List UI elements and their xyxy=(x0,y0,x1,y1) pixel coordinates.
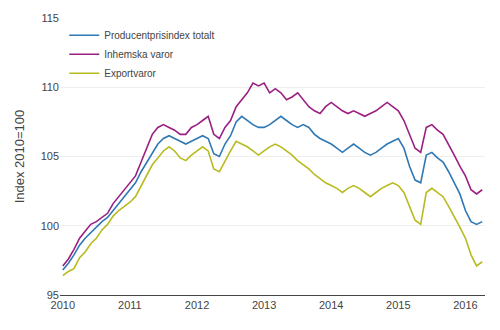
svg-text:2014: 2014 xyxy=(319,299,343,311)
svg-text:95: 95 xyxy=(47,289,59,301)
svg-text:100: 100 xyxy=(41,220,59,232)
svg-text:Index 2010=100: Index 2010=100 xyxy=(12,110,27,204)
svg-text:Producentprisindex totalt: Producentprisindex totalt xyxy=(104,30,214,41)
svg-text:2011: 2011 xyxy=(118,299,142,311)
svg-text:110: 110 xyxy=(41,81,59,93)
svg-text:2010: 2010 xyxy=(51,299,75,311)
svg-text:2016: 2016 xyxy=(453,299,477,311)
svg-text:2015: 2015 xyxy=(386,299,410,311)
svg-text:105: 105 xyxy=(41,150,59,162)
svg-text:2013: 2013 xyxy=(252,299,276,311)
svg-text:115: 115 xyxy=(41,12,59,24)
svg-text:Exportvaror: Exportvaror xyxy=(104,68,156,79)
svg-text:2012: 2012 xyxy=(185,299,209,311)
svg-text:Inhemska varor: Inhemska varor xyxy=(104,49,174,60)
